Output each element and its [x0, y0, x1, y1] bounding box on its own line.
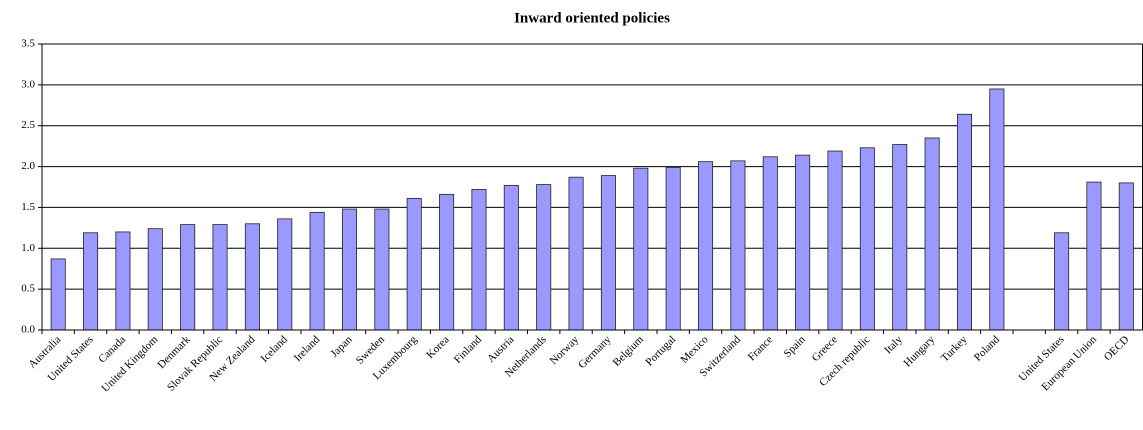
x-tick-label: Iceland: [259, 333, 291, 365]
bar: [50, 258, 66, 331]
x-tick-label: United Kingdom: [99, 333, 160, 394]
x-tick-label: Italy: [882, 333, 905, 356]
x-tick-label: Greece: [810, 334, 841, 365]
bar: [698, 161, 714, 331]
x-tick-label: Portugal: [643, 334, 678, 369]
y-tick-label: 3.0: [21, 78, 35, 90]
bar: [665, 166, 681, 331]
bar: [180, 224, 196, 331]
bar: [1086, 181, 1102, 331]
y-tick-label: 2.5: [21, 119, 35, 131]
y-tick-label: 2.0: [21, 160, 35, 172]
bar: [536, 184, 552, 331]
bar: [568, 176, 584, 331]
bar: [406, 198, 422, 331]
bar: [277, 218, 293, 331]
bar: [309, 211, 325, 331]
bar: [244, 223, 260, 331]
bar: [730, 160, 746, 331]
bar: [795, 154, 811, 331]
x-tick-label: Hungary: [902, 333, 938, 369]
bar: [827, 150, 843, 331]
x-tick-label: Austria: [485, 334, 516, 365]
x-tick-label: Ireland: [292, 333, 323, 364]
x-tick-label: France: [746, 334, 776, 364]
bar: [633, 167, 649, 331]
x-tick-label: Turkey: [939, 333, 970, 364]
bar: [989, 88, 1005, 331]
bar: [956, 113, 972, 331]
y-tick-label: 3.5: [21, 38, 35, 50]
bar: [83, 232, 99, 331]
bar: [924, 137, 940, 331]
bar: [892, 144, 908, 331]
chart-title: Inward oriented policies: [514, 10, 670, 26]
bar: [503, 184, 519, 331]
y-tick-label: 0.5: [21, 283, 35, 295]
x-tick-label: Canada: [96, 334, 128, 366]
bar: [1118, 182, 1134, 331]
bar: [762, 156, 778, 331]
x-tick-label: Spain: [782, 333, 809, 360]
y-tick-label: 0.0: [21, 324, 35, 336]
x-tick-label: Germany: [576, 333, 614, 371]
bar: [439, 193, 455, 331]
bar: [1054, 232, 1070, 331]
bar: [600, 175, 616, 331]
x-tick-label: Korea: [424, 334, 452, 362]
y-tick-label: 1.5: [21, 201, 35, 213]
x-tick-label: Finland: [452, 333, 485, 366]
bar: [115, 231, 131, 331]
bar: [212, 224, 228, 331]
y-tick-label: 1.0: [21, 242, 35, 254]
x-tick-label: Belgium: [611, 333, 647, 369]
bar: [341, 208, 358, 331]
bar: [147, 228, 163, 331]
bar: [374, 208, 390, 331]
bar: [471, 189, 487, 331]
x-tick-label: Japan: [328, 333, 355, 360]
x-tick-label: Poland: [972, 333, 1002, 363]
x-tick-label: OECD: [1102, 334, 1132, 364]
bar: [859, 147, 875, 331]
